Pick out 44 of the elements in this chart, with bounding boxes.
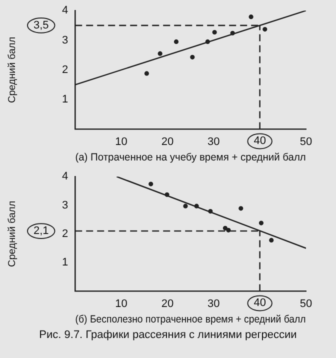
point [194, 204, 199, 208]
ref-line-label: 40 [254, 135, 266, 148]
x-tick-label: 50 [300, 136, 312, 148]
y-axis-title: Средний балл [6, 36, 18, 103]
x-axis-title: (а) Потраченное на учебу время + средний балл [75, 152, 306, 164]
point [205, 39, 210, 44]
point [158, 51, 162, 56]
y-tick-label: 2 [62, 228, 68, 240]
text: Рис. 9.7. Графики рассеяния с линиями регрессии [38, 329, 298, 341]
point [226, 228, 231, 232]
point [190, 54, 195, 60]
y-tick-label: 4 [62, 170, 68, 183]
ref-line-label: 40 [254, 297, 266, 310]
point [262, 26, 268, 32]
point [144, 71, 149, 76]
x-axis-title: (б) Бесполезно потраченное время + средний балл [75, 314, 306, 326]
point [230, 30, 235, 36]
x-tick-label: 50 [300, 298, 312, 310]
point [248, 14, 254, 20]
y-tick-label: 2 [62, 64, 68, 76]
x-tick-label: 20 [161, 136, 174, 148]
x-tick-label: 10 [115, 298, 128, 310]
y-tick-label: 4 [62, 4, 68, 17]
y-tick-label: 3 [62, 199, 68, 212]
y-axis-title: Средний балл [6, 200, 18, 267]
point [208, 208, 213, 214]
ref-line-label: 2,1 [33, 225, 49, 238]
point [183, 204, 188, 208]
y-tick-label: 1 [62, 94, 68, 106]
point [222, 226, 228, 230]
ref-line-label: 3,5 [33, 19, 49, 32]
x-tick-label: 10 [115, 136, 128, 148]
y-tick-label: 1 [62, 256, 68, 269]
x-tick-label: 30 [208, 136, 220, 148]
point [258, 220, 264, 226]
point [212, 30, 217, 35]
point [269, 238, 274, 243]
point [174, 39, 179, 44]
point [238, 206, 244, 211]
x-tick-label: 20 [161, 298, 174, 310]
y-tick-label: 3 [62, 34, 68, 46]
point [148, 182, 154, 186]
point [164, 192, 170, 197]
x-tick-label: 30 [208, 298, 220, 310]
